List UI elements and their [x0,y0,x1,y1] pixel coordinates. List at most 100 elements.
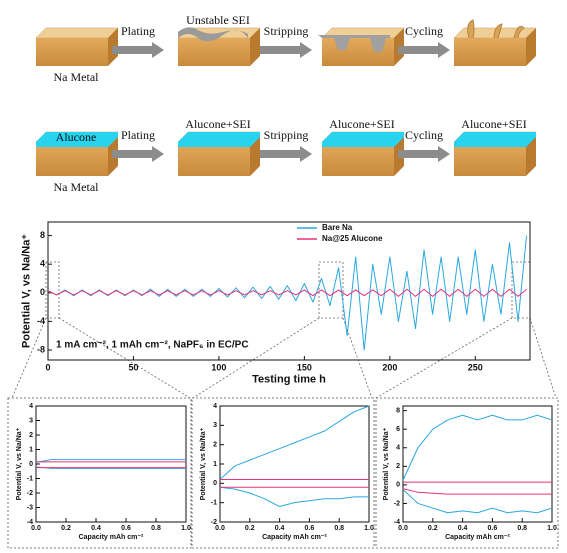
series-line [219,405,370,480]
y-tick-label: -2 [211,519,217,526]
x-tick-label: 1.0 [181,525,191,532]
y-tick-label: 2 [396,463,400,470]
arrow-label: Cycling [405,24,443,38]
y-tick-label: -1 [27,475,33,482]
slab-front [36,142,108,176]
series-line [35,466,186,469]
slab-front [322,142,394,176]
arrow-label: Cycling [405,128,443,142]
connector [11,317,557,399]
annotation: 1 mA cm⁻², 1 mAh cm⁻², NaPF₆ in EC/PC [56,340,249,351]
slab-side [526,28,536,66]
x-tick-label: 100 [211,362,226,372]
series-line [402,488,552,495]
x-tick-label: 0.0 [215,525,225,532]
y-tick-label: 3 [213,422,217,429]
chart: 0 50 100 150 200 250 -8 -4 0 4 8 Testing time h Pote… [20,221,531,386]
y-axis-label: Potential V, vs Na/Na⁺ [200,427,207,500]
arrow [260,42,312,58]
y-tick-label: 4 [213,403,217,410]
arrow [260,146,312,162]
y-tick-label: 8 [396,407,400,414]
slab-front [178,38,250,66]
y-tick-label: -1 [211,500,217,507]
state-label: Alucone+SEI [185,117,250,131]
schematic: Plating Stripping Cycling Na Metal Unstable … [35,13,537,194]
y-tick-label: -8 [37,344,45,354]
arrow [112,146,164,162]
y-tick-label: 0 [213,480,217,487]
series-line [402,414,553,481]
state-label: Alucone+SEI [329,117,394,131]
x-tick-label: 0.2 [245,525,255,532]
y-axis-label: Potential V, vs Na/Na⁺ [383,427,390,500]
slab-side [250,28,260,66]
series-line [47,288,527,297]
plot-frame [35,405,187,523]
start-label: Na Metal [54,70,100,84]
arrow [398,42,450,58]
y-tick-label: 1 [29,446,33,453]
series-line [219,486,369,508]
y-tick-label: 8 [40,230,45,240]
y-tick-label: -2 [27,490,33,497]
legend-label: Bare Na [322,223,353,232]
plot-frame [219,405,370,523]
x-tick-label: 1.0 [364,525,374,532]
y-tick-label: 1 [213,461,217,468]
zoom-box [45,261,60,319]
state-label: Unstable SEI [186,13,250,27]
inset-frame [375,397,559,549]
slab-top [35,27,119,39]
arrow-label: Stripping [264,24,309,38]
x-tick-label: 0.0 [398,525,408,532]
x-tick-label: 200 [382,362,397,372]
y-tick-label: 0 [396,482,400,489]
y-tick-label: -3 [27,504,33,511]
x-axis-label: Capacity mAh cm⁻² [262,534,327,541]
arrow-label: Stripping [264,128,309,142]
zoom-guides [11,261,557,399]
coating [454,132,536,147]
x-tick-label: 0.4 [275,525,285,532]
x-tick-label: 1.0 [547,525,557,532]
sei [178,27,248,42]
sei [318,35,390,52]
y-tick-label: 4 [396,445,400,452]
zoom-box [318,261,344,319]
x-tick-label: 150 [297,362,312,372]
chart: 0.0 0.2 0.4 0.6 0.8 1.0 -4 -2 0 2 4 6 8 Capacity mAh … [383,405,557,541]
x-tick-label: 0.8 [151,525,161,532]
x-tick-label: 0 [45,362,50,372]
y-tick-label: 0 [29,461,33,468]
slab-front [36,38,108,66]
x-tick-label: 0.2 [428,525,438,532]
y-tick-label: 2 [29,432,33,439]
x-tick-label: 0.2 [61,525,71,532]
slab-front [454,38,526,66]
y-axis-label: Potential V, vs Na/Na⁺ [20,234,32,348]
x-tick-label: 0.0 [31,525,41,532]
plot-frame [402,405,553,523]
coating [178,132,260,147]
series-line [402,489,553,514]
legend-label: Na@25 Alucone [322,234,383,243]
slab-front [178,142,250,176]
y-tick-label: 3 [29,417,33,424]
y-tick-label: -4 [27,519,33,526]
x-tick-label: 0.4 [91,525,101,532]
inset-frame [7,397,192,549]
x-axis-label: Testing time h [252,374,326,386]
y-axis-label: Potential V, vs Na/Na⁺ [16,427,23,500]
y-tick-label: 2 [213,442,217,449]
x-tick-label: 0.6 [488,525,498,532]
x-axis-label: Capacity mAh cm⁻² [79,534,144,541]
arrow [398,146,450,162]
y-tick-label: -2 [394,500,400,507]
y-tick-label: -4 [394,519,400,526]
coating [322,132,404,147]
x-tick-label: 0.6 [305,525,315,532]
slab-front [454,142,526,176]
